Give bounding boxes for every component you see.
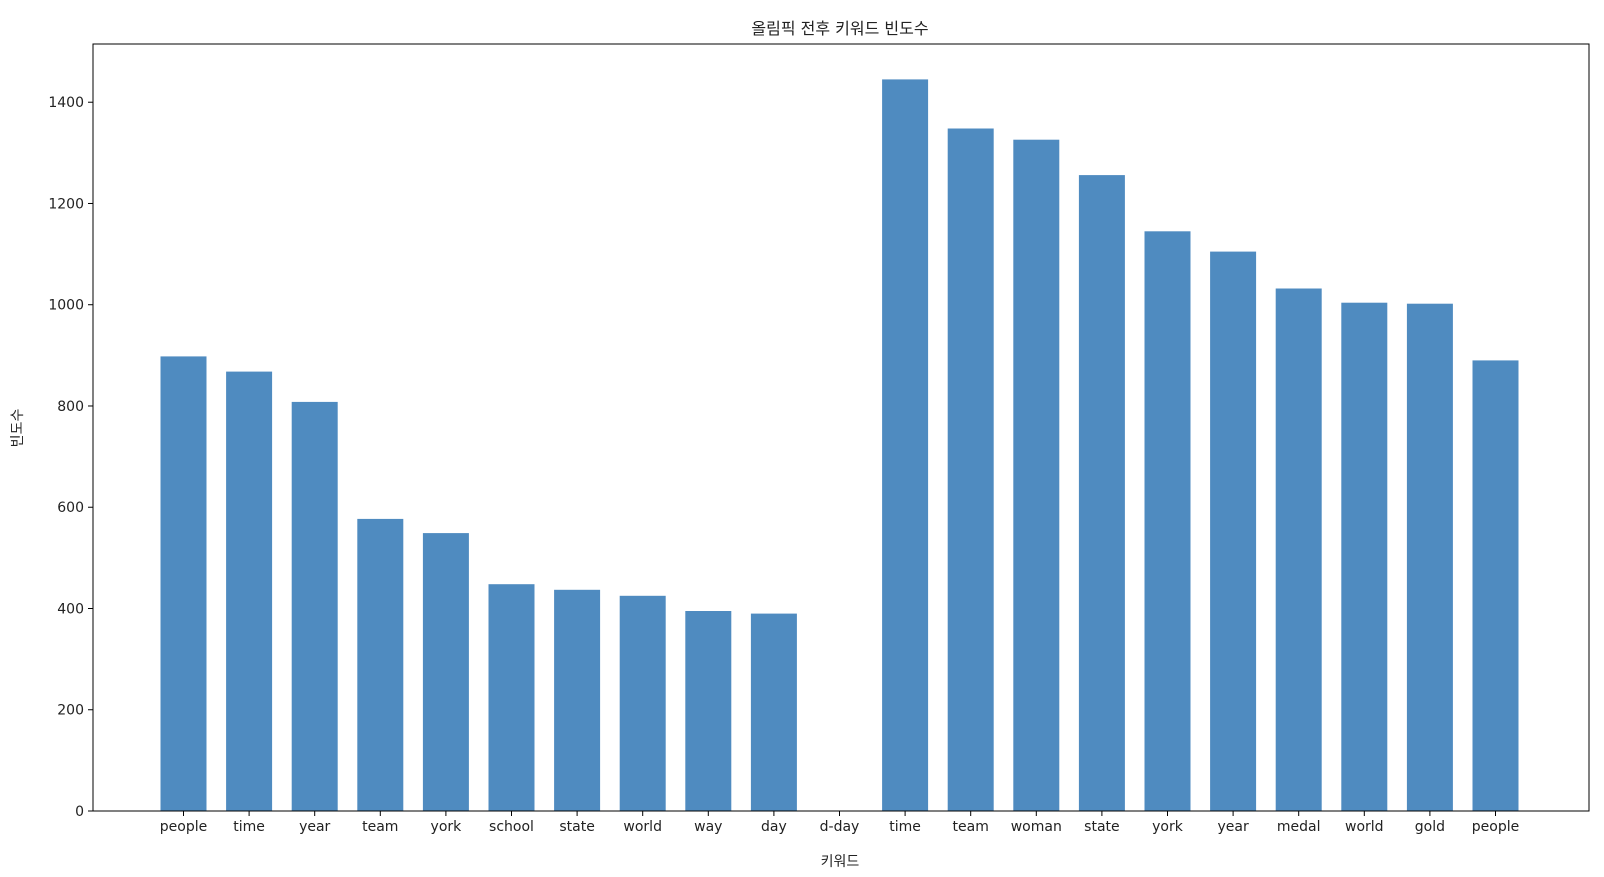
bar-14 (1013, 139, 1060, 811)
plot-frame (92, 43, 1590, 812)
x-tick-label: state (1084, 819, 1119, 835)
bar-20 (1406, 303, 1453, 811)
bar-16 (1144, 231, 1191, 812)
x-tick-label: team (953, 819, 989, 835)
x-tick-label: gold (1415, 819, 1445, 835)
chart-title: 올림픽 전후 키워드 빈도수 (751, 19, 928, 38)
x-tick-label: state (559, 819, 594, 835)
bar-12 (882, 79, 929, 811)
bar-13 (947, 128, 994, 811)
x-tick-label: school (489, 819, 534, 835)
y-tick-label: 1200 (48, 196, 84, 212)
bar-15 (1078, 175, 1125, 812)
x-tick-label: world (1345, 819, 1384, 835)
bar-1 (160, 356, 207, 811)
x-tick-label: woman (1011, 819, 1062, 835)
bar-4 (357, 518, 404, 811)
bar-17 (1210, 251, 1257, 812)
y-tick-label: 800 (57, 399, 84, 415)
y-tick-labels: 0 200 400 600 800 1000 1200 1400 (48, 95, 93, 820)
bar-6 (488, 584, 535, 811)
bar-3 (291, 401, 338, 811)
bar-10 (750, 613, 797, 811)
y-axis-title: 빈도수 (10, 409, 26, 448)
y-tick-label: 200 (57, 703, 84, 719)
x-tick-label: team (362, 819, 398, 835)
bar-7 (554, 589, 601, 811)
y-tick-label: 0 (75, 804, 84, 820)
bar-2 (226, 371, 273, 811)
x-tick-label: people (1472, 819, 1519, 835)
x-tick-label: time (889, 819, 921, 835)
x-tick-label: york (1152, 819, 1184, 835)
x-tick-label: time (233, 819, 265, 835)
x-tick-label: world (623, 819, 662, 835)
y-tick-label: 400 (57, 601, 84, 617)
x-axis-title: 키워드 (821, 854, 860, 870)
x-tick-label: year (1217, 819, 1248, 835)
bar-21 (1472, 360, 1519, 811)
x-tick-label: d-day (820, 819, 860, 835)
y-tick-label: 1000 (48, 298, 84, 314)
x-tick-label: york (431, 819, 463, 835)
y-tick-label: 1400 (48, 95, 84, 111)
x-tick-labels: people time year team york school state world wa… (160, 811, 1519, 835)
bars-layer (160, 79, 1519, 812)
x-tick-label: year (299, 819, 330, 835)
bar-19 (1341, 302, 1388, 811)
x-tick-label: people (160, 819, 207, 835)
x-tick-label: way (694, 819, 722, 835)
bar-18 (1275, 288, 1322, 811)
y-tick-label: 600 (57, 500, 84, 516)
bar-8 (619, 595, 666, 811)
x-tick-label: day (761, 819, 787, 835)
bar-5 (422, 533, 469, 811)
bar-9 (685, 611, 732, 811)
x-tick-label: medal (1277, 819, 1321, 835)
